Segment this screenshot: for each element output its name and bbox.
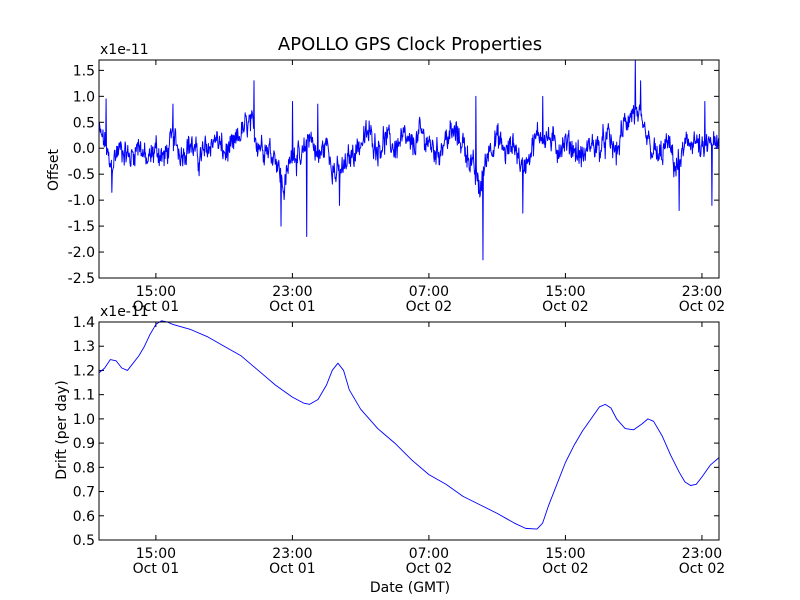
y-axis-label: Drift (per day) xyxy=(54,380,70,479)
y-tick-label: -0.5 xyxy=(68,167,95,183)
x-tick-label: 15:00 xyxy=(545,284,585,300)
x-tick-label: 15:00 xyxy=(136,284,176,300)
x-tick-date-label: Oct 02 xyxy=(542,299,588,315)
x-tick-date-label: Oct 02 xyxy=(679,561,725,577)
y-scale-label: x1e-11 xyxy=(100,42,149,58)
x-tick-label: 23:00 xyxy=(682,546,722,562)
y-tick-label: 0.0 xyxy=(73,141,95,157)
x-tick-label: 07:00 xyxy=(409,546,449,562)
x-tick-date-label: Oct 01 xyxy=(269,561,315,577)
x-tick-label: 15:00 xyxy=(545,546,585,562)
offset-ticks: -2.5-2.0-1.5-1.0-0.50.00.51.01.515:00Oct… xyxy=(68,60,725,315)
drift-series xyxy=(98,320,720,530)
y-scale-label: x1e-11 xyxy=(100,304,149,320)
series-line xyxy=(98,320,720,530)
x-tick-date-label: Oct 01 xyxy=(133,299,179,315)
y-tick-label: 1.1 xyxy=(73,388,95,404)
x-tick-label: 23:00 xyxy=(272,546,312,562)
y-tick-label: 1.3 xyxy=(73,339,95,355)
y-tick-label: -2.5 xyxy=(68,271,95,287)
y-tick-label: 0.5 xyxy=(73,533,95,549)
series-line xyxy=(98,59,720,261)
drift-chart: x1e-11 Drift (per day) Date (GMT) 0.5 0.6… xyxy=(54,304,725,596)
x-tick-label: 23:00 xyxy=(272,284,312,300)
x-tick-label: 07:00 xyxy=(409,284,449,300)
x-tick-date-label: Oct 01 xyxy=(269,299,315,315)
offset-series xyxy=(98,59,720,261)
y-tick-label: -2.0 xyxy=(68,245,95,261)
y-tick-label: 0.6 xyxy=(73,509,95,525)
offset-plot-frame xyxy=(98,59,720,279)
x-tick-date-label: Oct 01 xyxy=(133,561,179,577)
x-tick-date-label: Oct 02 xyxy=(406,561,452,577)
chart-title: APOLLO GPS Clock Properties xyxy=(278,34,542,55)
y-tick-label: 1.4 xyxy=(73,315,95,331)
drift-plot-frame xyxy=(98,321,720,541)
y-tick-label: 1.5 xyxy=(73,63,95,79)
y-tick-label: -1.5 xyxy=(68,219,95,235)
y-tick-label: 0.8 xyxy=(73,460,95,476)
y-axis-label: Offset xyxy=(46,148,62,191)
y-tick-label: 0.9 xyxy=(73,436,95,452)
y-tick-label: -1.0 xyxy=(68,193,95,209)
x-tick-date-label: Oct 02 xyxy=(679,299,725,315)
x-tick-label: 15:00 xyxy=(136,546,176,562)
offset-chart: APOLLO GPS Clock Properties x1e-11 Offse… xyxy=(46,34,725,315)
x-tick-label: 23:00 xyxy=(682,284,722,300)
y-tick-label: 0.7 xyxy=(73,485,95,501)
y-tick-label: 1.2 xyxy=(73,363,95,379)
x-tick-date-label: Oct 02 xyxy=(542,561,588,577)
x-axis-label: Date (GMT) xyxy=(370,580,450,596)
x-tick-date-label: Oct 02 xyxy=(406,299,452,315)
y-tick-label: 1.0 xyxy=(73,89,95,105)
y-tick-label: 0.5 xyxy=(73,115,95,131)
y-tick-label: 1.0 xyxy=(73,412,95,428)
